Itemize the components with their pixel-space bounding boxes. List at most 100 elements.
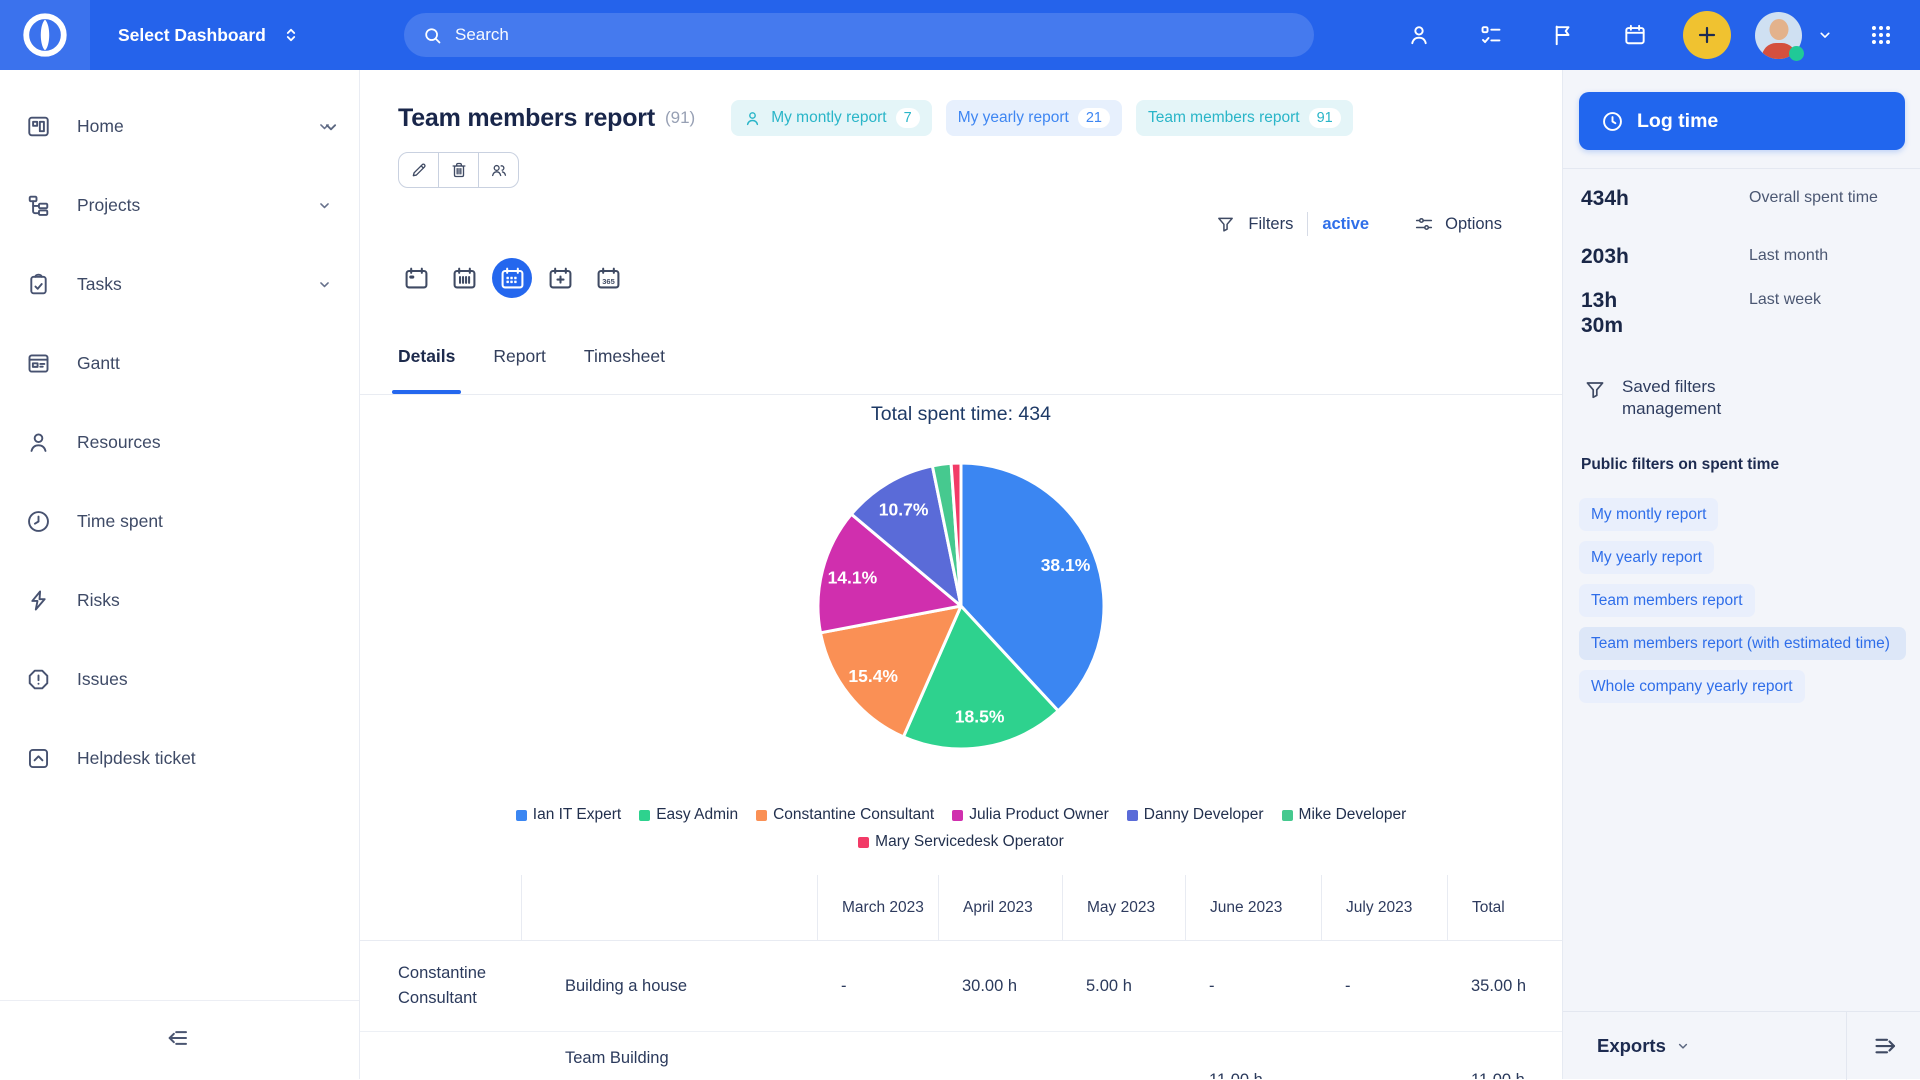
pie-slice-easy-admin[interactable]	[901, 604, 1060, 751]
sidebar-item-projects[interactable]: Projects	[0, 181, 359, 229]
exports-label: Exports	[1597, 1034, 1666, 1056]
panel-bottom-bar: Exports	[1563, 1011, 1920, 1080]
pie-slice-label: 10.7%	[879, 500, 929, 520]
table-cell-value: -	[1062, 1032, 1185, 1079]
sidebar-item-helpdesk-ticket[interactable]: Helpdesk ticket	[0, 734, 359, 782]
user-avatar[interactable]	[1755, 11, 1804, 61]
legend-swatch	[756, 809, 768, 821]
sidebar-item-issues[interactable]: Issues	[0, 655, 359, 703]
filters-label: Filters	[1248, 214, 1294, 233]
chip-label: My montly report	[771, 109, 887, 126]
sidebar-item-tasks[interactable]: Tasks	[0, 260, 359, 308]
quick-add-button[interactable]	[1683, 11, 1731, 59]
edit-button[interactable]	[398, 152, 439, 188]
table-cell-value: -	[817, 1032, 938, 1079]
calendar-button[interactable]	[1599, 0, 1671, 70]
sidebar-item-gantt[interactable]: Gantt	[0, 339, 359, 387]
filters-button[interactable]: Filters	[1215, 214, 1293, 235]
legend-item-constantine-consultant[interactable]: Constantine Consultant	[756, 806, 934, 824]
chevron-down-icon	[1815, 25, 1835, 45]
sliders-icon	[1413, 213, 1435, 235]
public-filter-whole-company-yearly-report[interactable]: Whole company yearly report	[1579, 670, 1805, 703]
date-mode-cal-add[interactable]	[540, 258, 580, 298]
pie-slice-ian-it-expert[interactable]	[959, 461, 1106, 713]
app-logo[interactable]	[0, 0, 90, 70]
table-header-cell: April 2023	[938, 875, 1062, 940]
options-button[interactable]: Options	[1413, 213, 1502, 235]
account-menu-chevron[interactable]	[1808, 0, 1842, 70]
date-mode-cal-week[interactable]	[444, 258, 484, 298]
cal-day-icon	[402, 264, 431, 293]
panel-divider	[1563, 168, 1920, 169]
legend-item-ian-it-expert[interactable]: Ian IT Expert	[515, 806, 621, 824]
saved-filters-management[interactable]: Saved filters management	[1583, 376, 1747, 420]
table-cell-value: 5.00 h	[1086, 976, 1132, 995]
header-collapse-chevron[interactable]	[320, 116, 342, 138]
time-stats: 434h Overall spent time 203h Last month 13h …	[1581, 186, 1906, 350]
checklist-button[interactable]	[1455, 0, 1527, 70]
chip-count: 91	[1308, 108, 1341, 128]
public-filter-team-members-report-with-estimated-time[interactable]: Team members report (with estimated time…	[1579, 627, 1906, 660]
public-filter-my-montly-report[interactable]: My montly report	[1579, 498, 1719, 531]
logo-icon	[20, 10, 70, 60]
sidebar-collapse-button[interactable]	[158, 1018, 200, 1058]
public-filter-my-yearly-report[interactable]: My yearly report	[1579, 541, 1715, 574]
plus-icon	[1695, 23, 1719, 47]
sidebar-item-risks[interactable]: Risks	[0, 576, 359, 624]
tab-timesheet[interactable]: Timesheet	[583, 346, 665, 366]
stat-value: 13h 30m	[1581, 289, 1624, 337]
legend-item-easy-admin[interactable]: Easy Admin	[639, 806, 738, 824]
chevron-down-icon[interactable]	[315, 196, 334, 215]
funnel-icon	[1583, 378, 1607, 402]
tab-details[interactable]: Details	[391, 332, 462, 394]
filter-chip-my-montly-report[interactable]: My montly report 7	[731, 100, 932, 136]
sidebar-item-time-spent[interactable]: Time spent	[0, 497, 359, 545]
main-content: Team members report (91) My montly repor…	[360, 70, 1562, 1079]
filter-chip-my-yearly-report[interactable]: My yearly report 21	[945, 100, 1122, 136]
table-row: Team Building---11.00 h-11.00 h	[360, 1032, 1562, 1079]
right-panel: Log time 434h Overall spent time 203h Last …	[1562, 70, 1920, 1080]
log-time-label: Log time	[1637, 109, 1719, 132]
user-button[interactable]	[1383, 0, 1455, 70]
filter-chip-team-members-report[interactable]: Team members report 91	[1135, 100, 1353, 136]
sidebar: Home Projects Tasks Gantt Resources Time spen…	[0, 70, 360, 1079]
search-bar[interactable]	[404, 13, 1314, 57]
legend-swatch	[515, 809, 527, 821]
date-mode-cal-year[interactable]: 365	[588, 258, 628, 298]
sidebar-item-resources[interactable]: Resources	[0, 418, 359, 466]
pie-slice-constantine-consultant[interactable]	[819, 604, 963, 739]
date-mode-cal-month[interactable]	[492, 258, 532, 298]
cal-year-icon: 365	[594, 264, 623, 293]
search-input[interactable]	[455, 25, 1296, 45]
chevron-down-icon	[1674, 1037, 1692, 1055]
select-dashboard[interactable]: Select Dashboard	[118, 24, 302, 46]
delete-button[interactable]	[438, 152, 479, 188]
date-mode-cal-day[interactable]	[396, 258, 436, 298]
legend-item-mike-developer[interactable]: Mike Developer	[1281, 806, 1406, 824]
public-filter-team-members-report[interactable]: Team members report	[1579, 584, 1755, 617]
table-cell-value: 11.00 h	[1185, 1032, 1321, 1079]
legend-item-danny-developer[interactable]: Danny Developer	[1126, 806, 1264, 824]
pie-slice-danny-developer[interactable]	[849, 464, 963, 608]
legend-label: Easy Admin	[656, 806, 739, 823]
sidebar-item-label: Issues	[77, 668, 128, 689]
tab-report[interactable]: Report	[493, 346, 546, 366]
table-cell-value: 30.00 h	[962, 976, 1018, 995]
flag-button[interactable]	[1527, 0, 1599, 70]
assignees-button[interactable]	[478, 152, 519, 188]
table-cell-project: Building a house	[565, 976, 688, 995]
log-time-button[interactable]: Log time	[1579, 92, 1905, 150]
sidebar-item-label: Time spent	[77, 510, 163, 531]
legend-item-mary-servicedesk-operator[interactable]: Mary Servicedesk Operator	[858, 833, 1064, 851]
filters-row: Filters active Options	[1215, 204, 1502, 244]
exports-button[interactable]: Exports	[1563, 1035, 1846, 1057]
filters-active-link[interactable]: active	[1322, 214, 1370, 233]
pie-slice-mary-servicedesk-operator[interactable]	[949, 461, 963, 608]
legend-item-julia-product-owner[interactable]: Julia Product Owner	[952, 806, 1109, 824]
panel-collapse-button[interactable]	[1846, 1011, 1920, 1080]
page-title: Team members report	[398, 103, 655, 132]
pie-slice-julia-product-owner[interactable]	[816, 512, 963, 635]
sidebar-item-home[interactable]: Home	[0, 102, 359, 150]
chevron-down-icon[interactable]	[315, 275, 334, 294]
apps-grid-button[interactable]	[1842, 0, 1920, 70]
